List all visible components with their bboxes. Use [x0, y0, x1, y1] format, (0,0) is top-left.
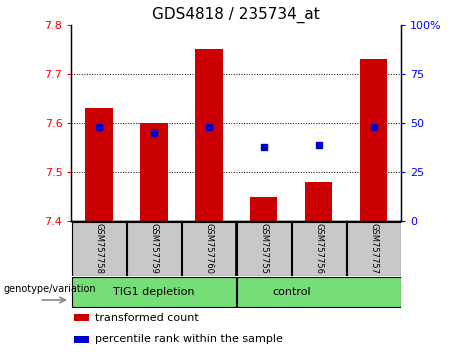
- Text: transformed count: transformed count: [95, 313, 199, 323]
- Bar: [74, 314, 89, 321]
- Bar: [195, 49, 223, 221]
- Bar: [360, 59, 387, 221]
- Text: GSM757759: GSM757759: [149, 223, 159, 274]
- Bar: [237, 222, 290, 275]
- Bar: [85, 108, 112, 221]
- Bar: [292, 222, 346, 275]
- Bar: [182, 222, 236, 275]
- Bar: [140, 123, 168, 221]
- Text: percentile rank within the sample: percentile rank within the sample: [95, 334, 283, 344]
- Text: GSM757758: GSM757758: [95, 223, 103, 274]
- Bar: [72, 277, 236, 307]
- Bar: [237, 277, 401, 307]
- Text: GSM757755: GSM757755: [259, 223, 268, 274]
- Text: control: control: [272, 287, 311, 297]
- Text: TIG1 depletion: TIG1 depletion: [113, 287, 195, 297]
- Bar: [305, 182, 332, 221]
- Bar: [347, 222, 401, 275]
- Text: GSM757757: GSM757757: [369, 223, 378, 274]
- Bar: [250, 197, 278, 221]
- Text: GSM757760: GSM757760: [204, 223, 213, 274]
- Bar: [74, 336, 89, 343]
- Bar: [72, 222, 126, 275]
- Bar: [127, 222, 181, 275]
- Text: GSM757756: GSM757756: [314, 223, 323, 274]
- Title: GDS4818 / 235734_at: GDS4818 / 235734_at: [153, 7, 320, 23]
- Text: genotype/variation: genotype/variation: [4, 284, 96, 294]
